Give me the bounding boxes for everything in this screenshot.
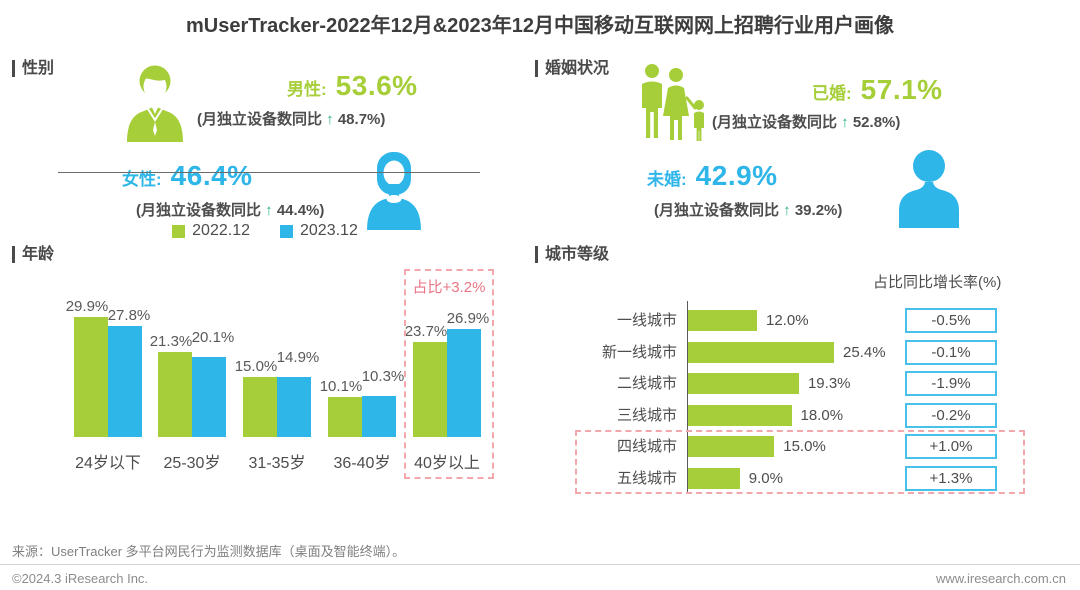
age-bar-label-2022: 23.7% [404, 323, 448, 341]
married-label: 已婚: [812, 84, 852, 103]
city-change-box: -0.1% [905, 339, 997, 365]
male-stat: 男性: 53.6% [287, 70, 418, 102]
page-title: mUserTracker-2022年12月&2023年12月中国移动互联网网上招… [185, 15, 894, 37]
city-chart-axis [687, 301, 688, 493]
legend-item: 2023.12 [280, 222, 358, 240]
city-bar [688, 404, 792, 426]
married-stat: 已婚: 57.1% [812, 74, 943, 106]
legend-swatch [280, 224, 293, 238]
male-value: 53.6% [335, 70, 418, 101]
female-note: (月独立设备数同比 ↑ 44.4%) [136, 202, 325, 219]
female-label: 女性: [122, 170, 162, 189]
person-icon [896, 146, 962, 228]
city-bar-value: 15.0% [783, 438, 826, 455]
city-bar-value: 18.0% [800, 406, 844, 424]
legend-item: 2022.12 [172, 222, 250, 240]
city-change-box: -1.9% [905, 371, 997, 396]
city-change-box: -0.2% [905, 402, 997, 428]
age-bar-label-2023: 20.1% [191, 328, 235, 346]
city-bar [688, 373, 799, 394]
age-bar-2022 [328, 396, 362, 437]
city-chart-plot: 占比同比增长率(%) 一线城市 12.0% -0.5% 新一线城市 25.4% -0.1%… [535, 265, 1080, 515]
age-bar-label-2023: 27.8% [107, 306, 151, 324]
age-bar-2023 [362, 395, 396, 437]
age-bar-2022 [413, 342, 447, 437]
age-bar-2023 [192, 356, 226, 437]
unmarried-value: 42.9% [695, 160, 778, 191]
section-header-marital: 婚姻状况 [535, 60, 609, 77]
section-header-age: 年龄 [12, 246, 54, 263]
female-icon [362, 146, 426, 230]
city-annotation-box [575, 430, 1025, 494]
age-category-label: 40岁以上 [414, 455, 480, 472]
city-bar-value: 25.4% [843, 343, 886, 361]
city-bar-value: 12.0% [766, 312, 809, 329]
city-tier-label: 五线城市 [616, 469, 677, 487]
city-tier-label: 新一线城市 [601, 343, 677, 361]
age-category-label: 24岁以下 [75, 455, 141, 472]
city-bar-value: 19.3% [807, 375, 851, 392]
age-category-label: 31-35岁 [248, 455, 306, 472]
age-bar-label-2022: 29.9% [65, 298, 109, 316]
male-note: (月独立设备数同比 ↑ 48.7%) [197, 111, 386, 128]
age-chart-plot: 29.9% 27.8% 24岁以下 21.3% 20.1% 25-30岁 15.0% 14.9… [0, 265, 530, 515]
female-stat: 女性: 46.4% [122, 160, 253, 192]
city-bar-value: 9.0% [748, 469, 783, 487]
up-arrow-icon: ↑ [326, 111, 334, 128]
unmarried-stat: 未婚: 42.9% [647, 160, 778, 192]
female-value: 46.4% [170, 160, 253, 191]
family-icon [638, 62, 716, 142]
male-label: 男性: [287, 80, 327, 99]
city-bar [688, 341, 835, 363]
section-header-gender: 性别 [12, 60, 54, 77]
copyright-text: ©2024.3 iResearch Inc. [12, 571, 149, 586]
age-annotation-box [404, 269, 494, 479]
legend-swatch [172, 224, 186, 238]
city-change-column-header: 占比同比增长率(%) [873, 274, 1002, 291]
up-arrow-icon: ↑ [265, 202, 273, 219]
city-tier-label: 一线城市 [616, 312, 677, 329]
age-bar-label-2023: 26.9% [446, 310, 490, 328]
city-change-box: +1.0% [905, 434, 997, 459]
age-bar-2023 [277, 377, 311, 437]
age-bar-label-2023: 14.9% [276, 349, 320, 367]
age-bar-label-2023: 10.3% [361, 367, 405, 385]
city-tier-label: 三线城市 [616, 406, 677, 424]
age-bar-2022 [74, 317, 108, 437]
age-bar-2022 [158, 351, 192, 437]
male-icon [126, 60, 184, 142]
legend-label: 2022.12 [192, 222, 250, 239]
age-chart-legend: 2022.12 2023.12 [0, 222, 530, 240]
city-bar [688, 467, 740, 489]
unmarried-label: 未婚: [647, 170, 687, 189]
age-bar-2023 [108, 325, 142, 437]
age-annotation-label: 占比+3.2% [412, 279, 486, 296]
age-bar-label-2022: 21.3% [149, 332, 193, 350]
footer-divider [0, 564, 1080, 565]
section-header-city: 城市等级 [535, 246, 609, 263]
age-bar-label-2022: 15.0% [234, 358, 278, 375]
legend-label: 2023.12 [300, 222, 358, 239]
source-note: 来源：UserTracker 多平台网民行为监测数据库（桌面及智能终端）。 [12, 544, 406, 559]
city-bar [688, 310, 757, 331]
age-category-label: 36-40岁 [333, 455, 391, 472]
city-change-box: -0.5% [905, 308, 997, 333]
up-arrow-icon: ↑ [783, 202, 791, 219]
unmarried-note: (月独立设备数同比 ↑ 39.2%) [654, 202, 843, 219]
married-note: (月独立设备数同比 ↑ 52.8%) [712, 114, 901, 131]
age-bar-2022 [243, 377, 277, 437]
city-bar [688, 436, 775, 457]
age-category-label: 25-30岁 [163, 455, 221, 472]
age-bar-label-2022: 10.1% [319, 377, 363, 395]
married-value: 57.1% [860, 74, 943, 105]
age-chart-baseline [58, 172, 480, 173]
age-bar-2023 [447, 329, 481, 437]
up-arrow-icon: ↑ [841, 114, 849, 131]
city-change-box: +1.3% [905, 465, 997, 491]
website-text: www.iresearch.com.cn [935, 571, 1066, 586]
city-tier-label: 二线城市 [616, 375, 677, 392]
city-tier-label: 四线城市 [616, 438, 677, 455]
